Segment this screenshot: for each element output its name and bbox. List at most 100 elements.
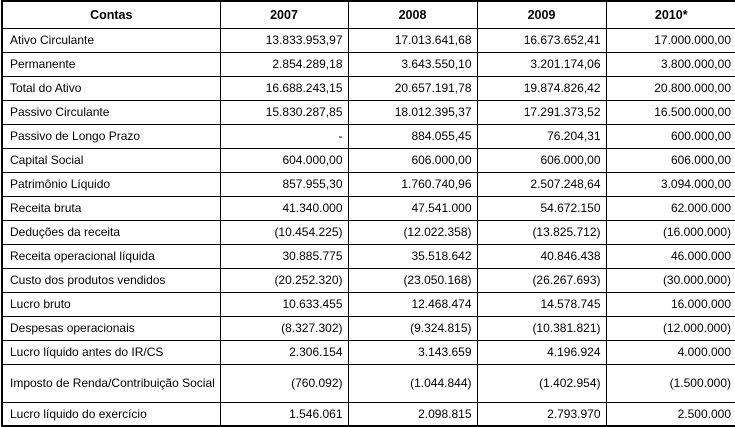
cell-value-2009: (10.381.821) (476, 315, 607, 341)
cell-value-2007: 30.885.775 (219, 243, 349, 269)
row-label: Deduções da receita (1, 219, 221, 245)
row-label: Patrimônio Líquido (1, 171, 221, 197)
column-header-2007: 2007 (219, 0, 349, 29)
cell-value-2008: 1.760.740,96 (347, 171, 478, 197)
cell-value-2008: 17.013.641,68 (347, 27, 478, 53)
cell-value-2007: 1.546.061 (219, 401, 349, 427)
cell-value-2009: 2.793.970 (476, 401, 607, 427)
column-header-2009: 2009 (476, 0, 607, 29)
row-label: Custo dos produtos vendidos (1, 267, 221, 293)
cell-value-2008: 606.000,00 (347, 147, 478, 173)
cell-value-2007: (8.327.302) (219, 315, 349, 341)
cell-value-2010: (12.000.000) (605, 315, 735, 341)
table-row: Despesas operacionais (8.327.302) (9.324… (1, 315, 735, 341)
row-label: Lucro líquido do exercício (1, 401, 221, 427)
table-row: Passivo de Longo Prazo - 884.055,45 76.2… (1, 123, 735, 149)
table-row: Imposto de Renda/Contribuição Social (76… (1, 363, 735, 403)
header-row: Contas 2007 2008 2009 2010* (1, 0, 735, 29)
cell-value-2008: (23.050.168) (347, 267, 478, 293)
cell-value-2010: 17.000.000,00 (605, 27, 735, 53)
cell-value-2007: 16.688.243,15 (219, 75, 349, 101)
column-header-2008: 2008 (347, 0, 478, 29)
column-header-2010: 2010* (605, 0, 735, 29)
row-label: Imposto de Renda/Contribuição Social (1, 363, 221, 403)
row-label: Lucro líquido antes do IR/CS (1, 339, 221, 365)
cell-value-2009: 54.672.150 (476, 195, 607, 221)
cell-value-2007: 604.000,00 (219, 147, 349, 173)
cell-value-2009: 17.291.373,52 (476, 99, 607, 125)
cell-value-2008: 47.541.000 (347, 195, 478, 221)
cell-value-2010: 4.000.000 (605, 339, 735, 365)
cell-value-2008: 3.143.659 (347, 339, 478, 365)
cell-value-2009: (1.402.954) (476, 363, 607, 403)
cell-value-2009: 4.196.924 (476, 339, 607, 365)
cell-value-2010: 3.800.000,00 (605, 51, 735, 77)
table-row: Lucro bruto 10.633.455 12.468.474 14.578… (1, 291, 735, 317)
row-label: Permanente (1, 51, 221, 77)
cell-value-2010: 20.800.000,00 (605, 75, 735, 101)
cell-value-2007: (760.092) (219, 363, 349, 403)
cell-value-2007: 2.306.154 (219, 339, 349, 365)
cell-value-2008: 3.643.550,10 (347, 51, 478, 77)
row-label: Capital Social (1, 147, 221, 173)
cell-value-2008: 35.518.642 (347, 243, 478, 269)
table-row: Permanente 2.854.289,18 3.643.550,10 3.2… (1, 51, 735, 77)
row-label: Receita bruta (1, 195, 221, 221)
cell-value-2009: (13.825.712) (476, 219, 607, 245)
column-header-contas: Contas (1, 0, 221, 29)
cell-value-2008: (12.022.358) (347, 219, 478, 245)
cell-value-2007: (10.454.225) (219, 219, 349, 245)
cell-value-2009: 16.673.652,41 (476, 27, 607, 53)
table-row: Custo dos produtos vendidos (20.252.320)… (1, 267, 735, 293)
cell-value-2009: 19.874.826,42 (476, 75, 607, 101)
table-row: Capital Social 604.000,00 606.000,00 606… (1, 147, 735, 173)
cell-value-2008: 20.657.191,78 (347, 75, 478, 101)
table-row: Ativo Circulante 13.833.953,97 17.013.64… (1, 27, 735, 53)
cell-value-2007: 10.633.455 (219, 291, 349, 317)
cell-value-2008: 12.468.474 (347, 291, 478, 317)
row-label: Lucro bruto (1, 291, 221, 317)
row-label: Ativo Circulante (1, 27, 221, 53)
row-label: Despesas operacionais (1, 315, 221, 341)
cell-value-2010: (1.500.000) (605, 363, 735, 403)
cell-value-2009: 14.578.745 (476, 291, 607, 317)
table-row: Passivo Circulante 15.830.287,85 18.012.… (1, 99, 735, 125)
cell-value-2010: 16.000.000 (605, 291, 735, 317)
cell-value-2007: 15.830.287,85 (219, 99, 349, 125)
row-label: Passivo de Longo Prazo (1, 123, 221, 149)
table-row: Lucro líquido do exercício 1.546.061 2.0… (1, 401, 735, 427)
cell-value-2007: 857.955,30 (219, 171, 349, 197)
cell-value-2009: 2.507.248,64 (476, 171, 607, 197)
table-row: Receita bruta 41.340.000 47.541.000 54.6… (1, 195, 735, 221)
cell-value-2007: 41.340.000 (219, 195, 349, 221)
cell-value-2010: 46.000.000 (605, 243, 735, 269)
cell-value-2010: 2.500.000 (605, 401, 735, 427)
table-row: Total do Ativo 16.688.243,15 20.657.191,… (1, 75, 735, 101)
cell-value-2009: 606.000,00 (476, 147, 607, 173)
cell-value-2008: 18.012.395,37 (347, 99, 478, 125)
cell-value-2010: 600.000,00 (605, 123, 735, 149)
table-row: Receita operacional líquida 30.885.775 3… (1, 243, 735, 269)
cell-value-2010: 16.500.000,00 (605, 99, 735, 125)
cell-value-2007: 13.833.953,97 (219, 27, 349, 53)
cell-value-2008: 2.098.815 (347, 401, 478, 427)
table-row: Lucro líquido antes do IR/CS 2.306.154 3… (1, 339, 735, 365)
row-label: Receita operacional líquida (1, 243, 221, 269)
row-label: Passivo Circulante (1, 99, 221, 125)
cell-value-2010: 62.000.000 (605, 195, 735, 221)
cell-value-2009: (26.267.693) (476, 267, 607, 293)
cell-value-2010: 3.094.000,00 (605, 171, 735, 197)
cell-value-2010: 606.000,00 (605, 147, 735, 173)
cell-value-2008: (1.044.844) (347, 363, 478, 403)
cell-value-2007: (20.252.320) (219, 267, 349, 293)
cell-value-2010: (30.000.000) (605, 267, 735, 293)
cell-value-2009: 3.201.174,06 (476, 51, 607, 77)
table-row: Deduções da receita (10.454.225) (12.022… (1, 219, 735, 245)
row-label: Total do Ativo (1, 75, 221, 101)
cell-value-2008: (9.324.815) (347, 315, 478, 341)
cell-value-2009: 76.204,31 (476, 123, 607, 149)
table-row: Patrimônio Líquido 857.955,30 1.760.740,… (1, 171, 735, 197)
cell-value-2007: 2.854.289,18 (219, 51, 349, 77)
